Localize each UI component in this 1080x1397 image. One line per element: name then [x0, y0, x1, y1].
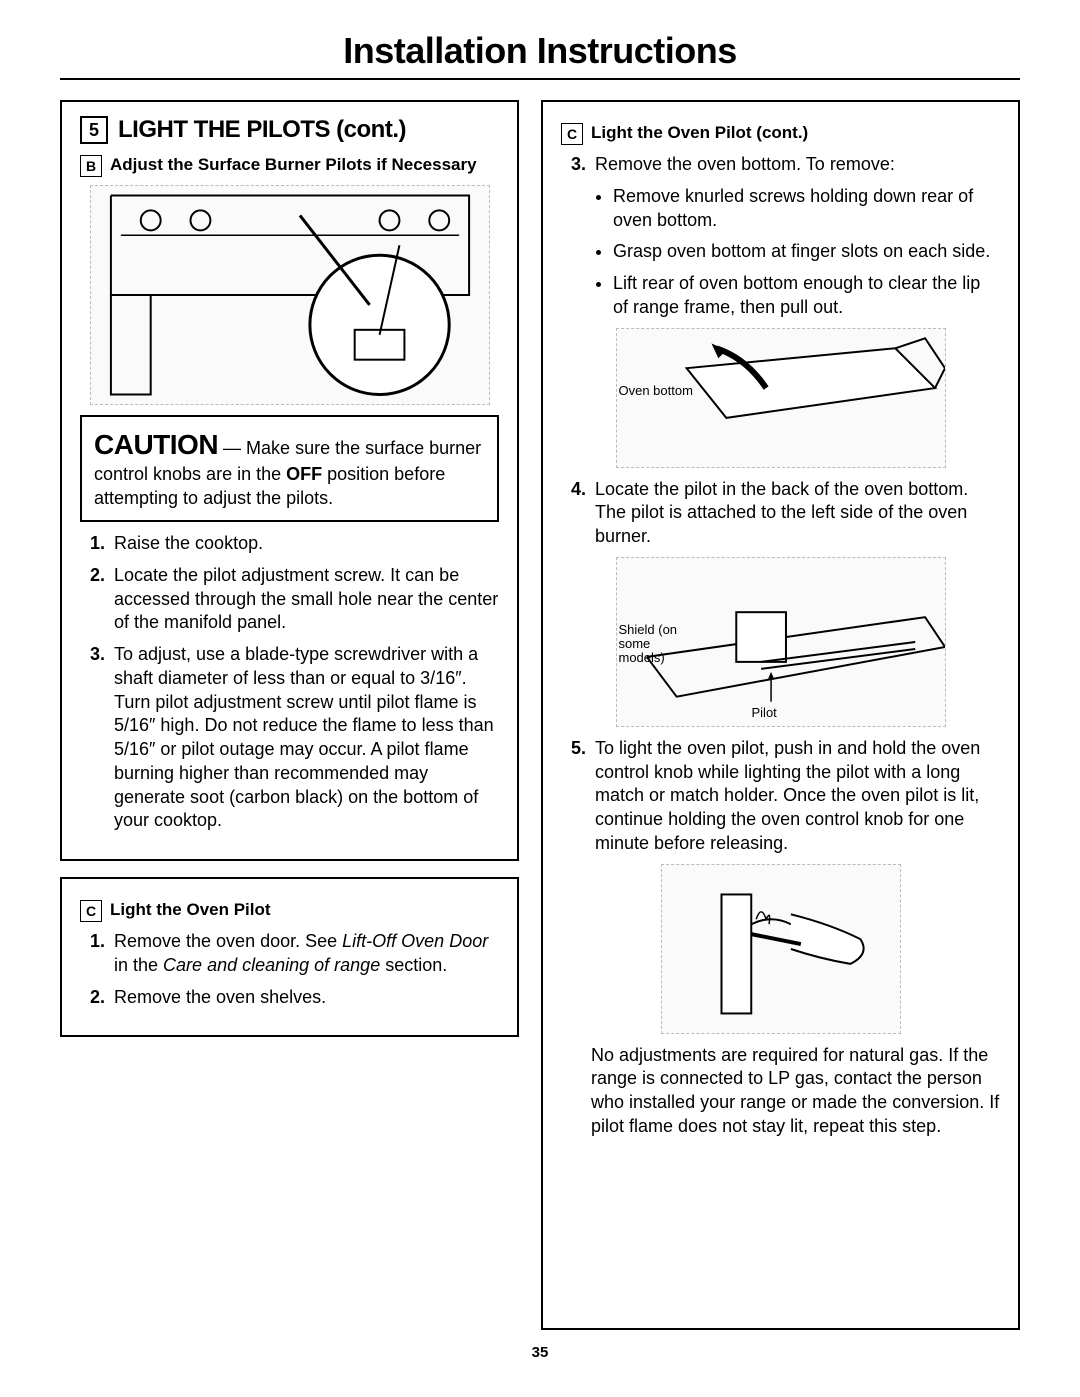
left-column: 5 LIGHT THE PILOTS (cont.) B Adjust the … — [60, 100, 519, 1330]
right-step-5: To light the oven pilot, push in and hol… — [591, 737, 1000, 856]
lighting-illustration — [662, 864, 900, 1034]
p2s1-b: in the — [114, 955, 163, 975]
figure-pilot-box: Shield (on some models) Pilot — [616, 557, 946, 727]
section-title: LIGHT THE PILOTS (cont.) — [118, 116, 406, 144]
caution-heading: CAUTION — [94, 429, 218, 460]
figure-oven-bottom: Oven bottom — [561, 328, 1000, 468]
fig2-label2: Pilot — [752, 706, 777, 720]
p2s1-a: Remove the oven door. See — [114, 931, 342, 951]
closing-paragraph: No adjustments are required for natural … — [591, 1044, 1000, 1139]
panel1-steps: Raise the cooktop. Locate the pilot adju… — [80, 532, 499, 833]
right-steps-3: Remove the oven bottom. To remove: — [561, 153, 1000, 177]
right-bullet-1: Remove knurled screws holding down rear … — [613, 185, 1000, 233]
caution-box: CAUTION — Make sure the surface burner c… — [80, 415, 499, 522]
p2s1-i1: Lift-Off Oven Door — [342, 931, 488, 951]
figure-pilot-location: Shield (on some models) Pilot — [561, 557, 1000, 727]
panel2-steps: Remove the oven door. See Lift-Off Oven … — [80, 930, 499, 1009]
right-steps-5: To light the oven pilot, push in and hol… — [561, 737, 1000, 856]
figure-cooktop — [80, 185, 499, 405]
page-number: 35 — [60, 1344, 1020, 1361]
right-step-3: Remove the oven bottom. To remove: — [591, 153, 1000, 177]
subsection-c-title: Light the Oven Pilot — [110, 899, 271, 920]
subsection-c-cont-header: C Light the Oven Pilot (cont.) — [561, 122, 1000, 145]
cooktop-illustration — [91, 185, 489, 405]
section-header: 5 LIGHT THE PILOTS (cont.) — [80, 116, 499, 144]
figure-lighting — [561, 864, 1000, 1034]
columns: 5 LIGHT THE PILOTS (cont.) B Adjust the … — [60, 100, 1020, 1330]
figure-oven-bottom-box: Oven bottom — [616, 328, 946, 468]
right-steps-4: Locate the pilot in the back of the oven… — [561, 478, 1000, 549]
p2s1-c: section. — [380, 955, 447, 975]
panel1-step-2: Locate the pilot adjustment screw. It ca… — [110, 564, 499, 635]
right-bullet-2: Grasp oven bottom at finger slots on eac… — [613, 240, 1000, 264]
right-step-4: Locate the pilot in the back of the oven… — [591, 478, 1000, 549]
panel2-step-2: Remove the oven shelves. — [110, 986, 499, 1010]
right-column: C Light the Oven Pilot (cont.) Remove th… — [541, 100, 1020, 1330]
title-rule — [60, 78, 1020, 80]
step-number-box: 5 — [80, 116, 108, 144]
right-bullets: Remove knurled screws holding down rear … — [591, 185, 1000, 320]
panel1-step-1: Raise the cooktop. — [110, 532, 499, 556]
caution-off: OFF — [286, 464, 322, 484]
panel-light-pilots: 5 LIGHT THE PILOTS (cont.) B Adjust the … — [60, 100, 519, 861]
subsection-b-header: B Adjust the Surface Burner Pilots if Ne… — [80, 154, 499, 177]
letter-box-b: B — [80, 155, 102, 177]
panel-oven-pilot-cont: C Light the Oven Pilot (cont.) Remove th… — [541, 100, 1020, 1330]
p2s1-i2: Care and cleaning of range — [163, 955, 380, 975]
page: Installation Instructions 5 LIGHT THE PI… — [0, 0, 1080, 1381]
figure-cooktop-placeholder — [90, 185, 490, 405]
panel-oven-pilot-start: C Light the Oven Pilot Remove the oven d… — [60, 877, 519, 1037]
fig1-label: Oven bottom — [619, 384, 693, 398]
page-title: Installation Instructions — [60, 30, 1020, 72]
fig2-label1: Shield (on some models) — [619, 623, 689, 666]
letter-box-c: C — [80, 900, 102, 922]
right-bullet-3: Lift rear of oven bottom enough to clear… — [613, 272, 1000, 320]
subsection-c-cont-title: Light the Oven Pilot (cont.) — [591, 122, 808, 143]
panel1-step-3: To adjust, use a blade-type screwdriver … — [110, 643, 499, 833]
subsection-b-title: Adjust the Surface Burner Pilots if Nece… — [110, 154, 477, 175]
panel2-step-1: Remove the oven door. See Lift-Off Oven … — [110, 930, 499, 978]
subsection-c-header: C Light the Oven Pilot — [80, 899, 499, 922]
letter-box-c2: C — [561, 123, 583, 145]
figure-lighting-box — [661, 864, 901, 1034]
